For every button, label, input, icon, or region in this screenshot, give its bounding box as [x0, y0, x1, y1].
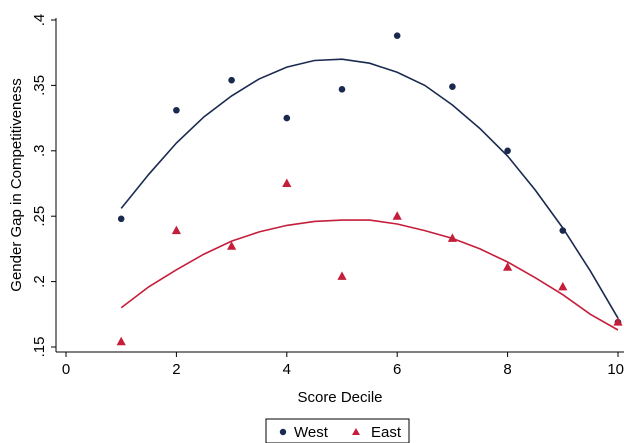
y-tick-label: .25: [31, 206, 48, 227]
x-tick-label: 6: [393, 361, 401, 378]
x-tick-label: 10: [607, 361, 624, 378]
y-ticks: .15 .2 .25 .3 .35 .4: [31, 14, 56, 358]
point-east: [337, 271, 347, 280]
x-tick-label: 2: [172, 361, 180, 378]
fit-lines: [120, 58, 619, 331]
fit-line-east: [120, 219, 619, 331]
legend: West East: [265, 418, 410, 443]
legend-east-marker: [352, 428, 360, 435]
legend-box: [265, 418, 410, 443]
y-axis-title: Gender Gap in Competitiveness: [8, 78, 25, 291]
y-tick-label: .35: [31, 75, 48, 96]
point-east: [227, 241, 237, 250]
point-east: [171, 225, 181, 235]
y-tick-label: .3: [31, 145, 48, 158]
point-east: [558, 281, 568, 291]
point-east: [447, 233, 457, 242]
y-tick-label: .2: [31, 275, 48, 288]
point-east: [613, 317, 623, 326]
x-tick-label: 4: [283, 361, 291, 378]
y-tick-label: .15: [31, 337, 48, 358]
legend-east-label: East: [371, 424, 402, 441]
data-points: [116, 32, 623, 346]
point-east: [116, 336, 126, 346]
point-west: [449, 83, 456, 91]
point-west: [228, 76, 235, 84]
x-tick-label: 0: [62, 361, 70, 378]
point-west: [504, 147, 511, 155]
point-west: [173, 106, 180, 114]
point-west: [117, 215, 125, 223]
y-tick-label: .4: [31, 14, 48, 27]
x-axis-title: Score Decile: [297, 389, 382, 406]
legend-west-marker: [279, 428, 287, 436]
axes: [55, 18, 624, 353]
fit-line-west: [120, 58, 619, 319]
legend-west-label: West: [294, 424, 329, 441]
x-tick-label: 8: [503, 361, 511, 378]
x-ticks: 0 2 4 6 8 10: [62, 352, 624, 378]
point-west: [393, 32, 401, 39]
point-west: [338, 86, 346, 93]
point-east: [282, 178, 292, 187]
point-west: [283, 114, 291, 122]
point-west: [559, 227, 567, 234]
point-east: [392, 211, 402, 220]
point-east: [503, 262, 513, 271]
